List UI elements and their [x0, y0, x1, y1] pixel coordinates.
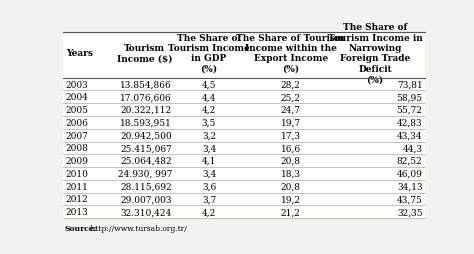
Text: 24,7: 24,7	[281, 106, 301, 115]
Text: http://www.tursab.org.tr/: http://www.tursab.org.tr/	[88, 224, 187, 232]
Text: 2009: 2009	[66, 156, 89, 166]
Text: 16,6: 16,6	[281, 144, 301, 153]
Text: 55,72: 55,72	[397, 106, 422, 115]
Text: 18.593,951: 18.593,951	[120, 118, 172, 127]
Text: 24.930, 997: 24.930, 997	[118, 169, 172, 178]
Text: 4,2: 4,2	[202, 106, 216, 115]
Text: 2005: 2005	[66, 106, 89, 115]
Text: 2004: 2004	[66, 93, 89, 102]
Text: 17.076,606: 17.076,606	[120, 93, 172, 102]
Text: 32.310,424: 32.310,424	[121, 208, 172, 216]
Text: 73,81: 73,81	[397, 80, 422, 89]
Text: 34,13: 34,13	[397, 182, 422, 191]
Text: 3,6: 3,6	[202, 182, 216, 191]
Text: 2011: 2011	[66, 182, 89, 191]
Text: 2003: 2003	[66, 80, 89, 89]
Text: The Share of Tourism
Income within the
Export Income
(%): The Share of Tourism Income within the E…	[237, 34, 345, 73]
Text: 46,09: 46,09	[397, 169, 422, 178]
Text: 19,2: 19,2	[281, 195, 301, 204]
Text: 13.854,866: 13.854,866	[120, 80, 172, 89]
Text: 20.322,112: 20.322,112	[121, 106, 172, 115]
Text: 18,3: 18,3	[281, 169, 301, 178]
Text: 19,7: 19,7	[281, 118, 301, 127]
Text: 82,52: 82,52	[397, 156, 422, 166]
Text: 25,2: 25,2	[281, 93, 301, 102]
Text: 2008: 2008	[66, 144, 89, 153]
Text: 2006: 2006	[66, 118, 89, 127]
Text: 43,34: 43,34	[397, 131, 422, 140]
Text: Years: Years	[66, 49, 93, 58]
Text: 3,4: 3,4	[202, 144, 216, 153]
Text: 17,3: 17,3	[281, 131, 301, 140]
Text: 20,8: 20,8	[281, 182, 301, 191]
Text: 43,75: 43,75	[397, 195, 422, 204]
Text: 25.415,067: 25.415,067	[120, 144, 172, 153]
Text: 20.942,500: 20.942,500	[120, 131, 172, 140]
Text: 28.115,692: 28.115,692	[120, 182, 172, 191]
Text: 28,2: 28,2	[281, 80, 301, 89]
Text: 3,5: 3,5	[202, 118, 216, 127]
Text: 4,1: 4,1	[202, 156, 216, 166]
Text: The Share of
Tourism Income
in GDP
(%): The Share of Tourism Income in GDP (%)	[168, 34, 250, 73]
Text: 2012: 2012	[66, 195, 89, 204]
Text: 58,95: 58,95	[396, 93, 422, 102]
Text: 3,7: 3,7	[202, 195, 216, 204]
Text: 4,4: 4,4	[202, 93, 216, 102]
Text: Source:: Source:	[65, 224, 97, 232]
Text: 3,2: 3,2	[202, 131, 216, 140]
Text: 32,35: 32,35	[397, 208, 422, 216]
Text: 25.064,482: 25.064,482	[120, 156, 172, 166]
Text: 21,2: 21,2	[281, 208, 301, 216]
Text: The Share of
Tourism Income in
Narrowing
Foreign Trade
Deficit
(%): The Share of Tourism Income in Narrowing…	[328, 23, 422, 84]
Text: Tourism
Income ($): Tourism Income ($)	[117, 44, 172, 63]
Text: 3,4: 3,4	[202, 169, 216, 178]
Text: 20,8: 20,8	[281, 156, 301, 166]
Text: 29.007,003: 29.007,003	[120, 195, 172, 204]
Text: 4,2: 4,2	[202, 208, 216, 216]
Text: 2010: 2010	[66, 169, 89, 178]
Text: 2013: 2013	[66, 208, 89, 216]
Text: 44,3: 44,3	[402, 144, 422, 153]
Text: 2007: 2007	[66, 131, 89, 140]
Text: 4,5: 4,5	[202, 80, 216, 89]
Text: 42,83: 42,83	[397, 118, 422, 127]
